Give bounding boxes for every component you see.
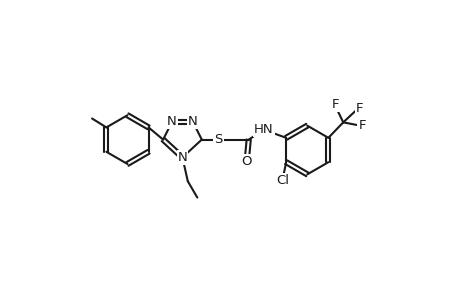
Text: F: F <box>331 98 339 111</box>
Text: O: O <box>241 155 252 168</box>
Text: Cl: Cl <box>275 174 288 188</box>
Text: S: S <box>214 133 223 146</box>
Text: F: F <box>358 119 365 132</box>
Text: F: F <box>355 102 363 115</box>
Text: HN: HN <box>253 123 273 136</box>
Text: N: N <box>188 115 197 128</box>
Text: N: N <box>177 151 187 164</box>
Text: N: N <box>167 115 177 128</box>
